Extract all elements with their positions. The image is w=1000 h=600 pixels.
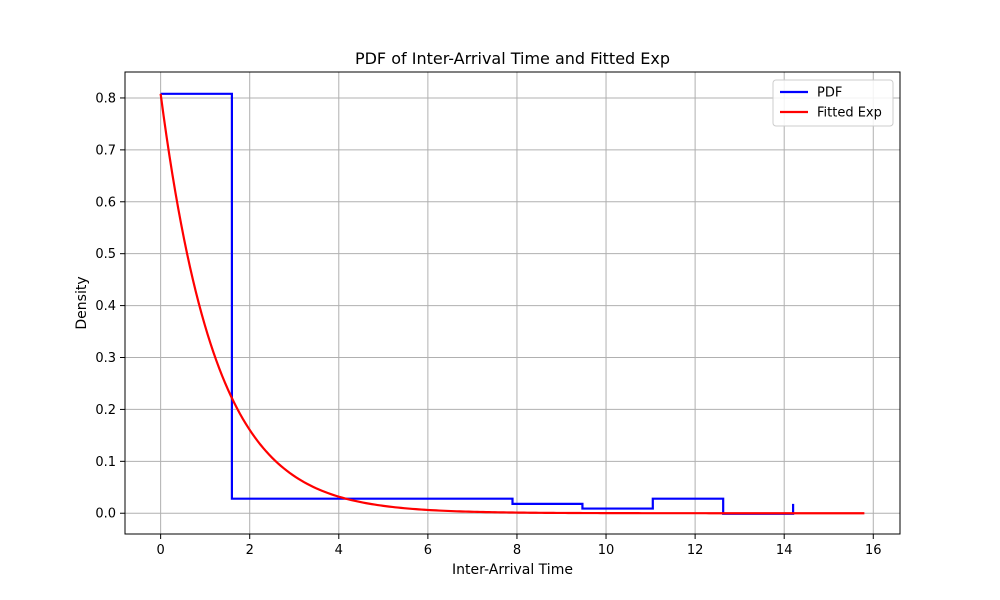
y-tick-label: 0.0 bbox=[95, 507, 116, 522]
x-tick-label: 6 bbox=[424, 543, 432, 558]
x-axis-label: Inter-Arrival Time bbox=[452, 562, 573, 578]
legend: PDF Fitted Exp bbox=[772, 79, 894, 127]
y-tick-label: 0.7 bbox=[95, 143, 116, 158]
x-tick-label: 8 bbox=[513, 543, 521, 558]
y-tick-label: 0.1 bbox=[95, 455, 116, 470]
x-tick-label: 14 bbox=[776, 543, 793, 558]
plot-background bbox=[125, 72, 900, 534]
series-layer bbox=[159, 92, 865, 515]
series-line-fitted-exp bbox=[159, 93, 865, 515]
y-tick-label: 0.5 bbox=[95, 247, 116, 262]
y-tick-label: 0.4 bbox=[95, 299, 116, 314]
y-tick-label: 0.6 bbox=[95, 195, 116, 210]
legend-label: Fitted Exp bbox=[817, 106, 882, 121]
y-tick-label: 0.8 bbox=[95, 91, 116, 106]
x-tick-label: 0 bbox=[156, 543, 164, 558]
y-axis-ticks: 0.0 0.1 0.2 0.3 0.4 0.5 0.6 0.7 0.8 bbox=[95, 91, 125, 522]
y-axis-label: Density bbox=[74, 276, 90, 329]
plot-frame bbox=[124, 71, 901, 535]
x-tick-label: 16 bbox=[865, 543, 882, 558]
x-tick-label: 2 bbox=[246, 543, 254, 558]
x-tick-label: 4 bbox=[335, 543, 343, 558]
x-axis-ticks: 0 2 4 6 8 10 12 14 16 bbox=[156, 534, 882, 558]
chart-title: PDF of Inter-Arrival Time and Fitted Exp bbox=[355, 49, 670, 68]
y-tick-label: 0.2 bbox=[95, 403, 116, 418]
x-tick-label: 10 bbox=[598, 543, 615, 558]
x-tick-label: 12 bbox=[687, 543, 704, 558]
legend-label: PDF bbox=[817, 86, 842, 101]
y-tick-label: 0.3 bbox=[95, 351, 116, 366]
